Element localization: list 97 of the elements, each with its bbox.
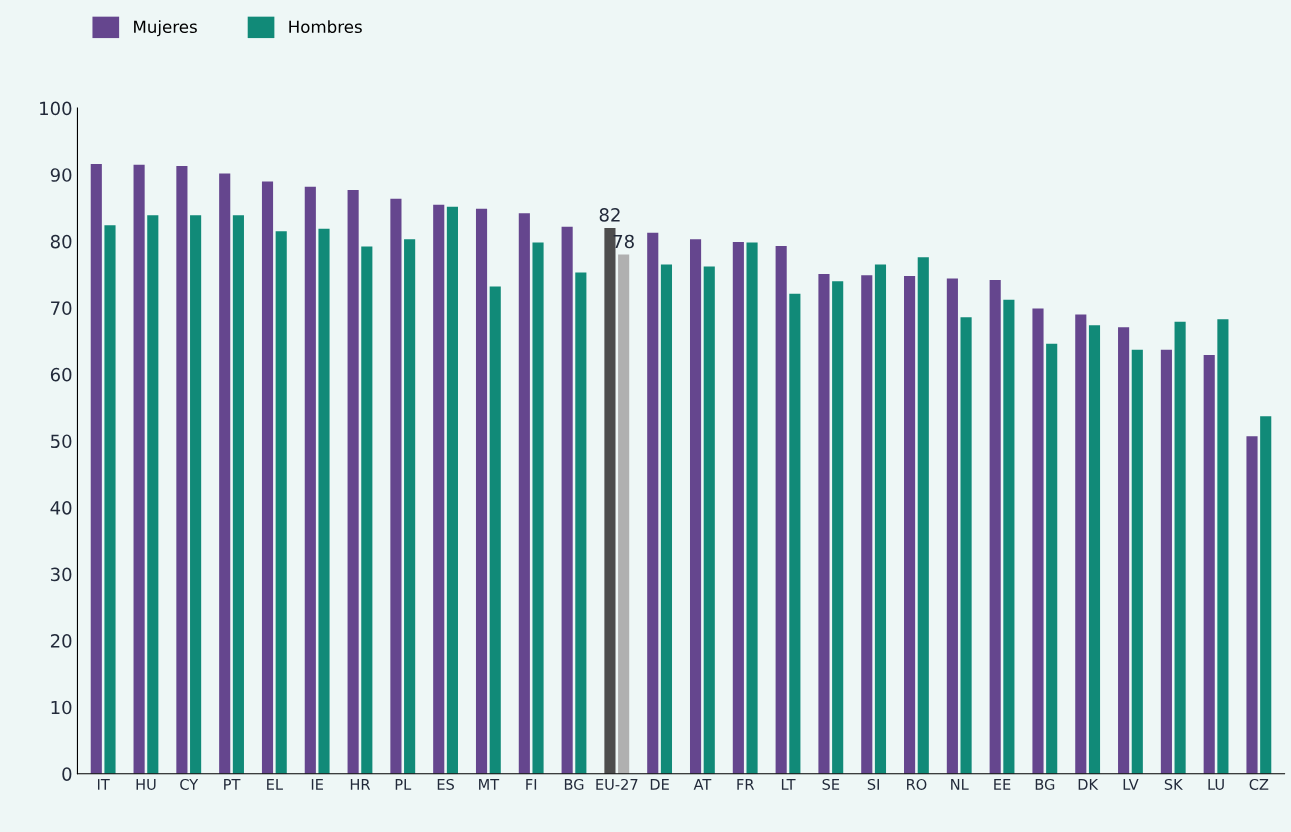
bar (489, 286, 501, 774)
y-tick-label: 100 (40, 101, 72, 116)
bar (917, 257, 929, 774)
x-tick-label: EL (267, 779, 283, 790)
y-tick-label: 50 (51, 434, 72, 449)
x-tick-label: HR (350, 779, 371, 790)
bar (133, 164, 145, 774)
y-tick-label: 70 (51, 301, 72, 315)
bar (874, 264, 887, 774)
x-tick-label: HU (136, 779, 156, 790)
x-tick-label: LU (1208, 779, 1224, 790)
bar (518, 213, 530, 774)
bar (90, 164, 102, 774)
x-tick-label: SK (1164, 778, 1183, 790)
x-tick-label: FR (737, 779, 755, 790)
x-tick-label: SI (867, 778, 879, 790)
x-tick-label: EU-27 (596, 778, 638, 790)
bar (960, 317, 972, 774)
x-tick-label: NL (951, 779, 969, 790)
y-tick-label: 20 (50, 634, 72, 648)
bar (1032, 308, 1044, 774)
x-tick-label: IE (311, 779, 323, 790)
x-tick-label: BG (564, 778, 584, 790)
data-label: 82 (599, 208, 620, 222)
bar (818, 273, 830, 774)
x-tick-label: LT (781, 779, 796, 790)
y-tick-label: 90 (50, 168, 72, 182)
x-tick-label: CY (180, 778, 199, 790)
x-tick-label: LV (1123, 779, 1139, 790)
x-tick-label: PL (395, 779, 412, 790)
bar (1246, 436, 1258, 774)
bar (404, 239, 416, 774)
bar (1118, 327, 1130, 774)
bar (261, 181, 274, 774)
x-tick-label: CZ (1249, 778, 1269, 790)
bar (1260, 416, 1272, 774)
bar (703, 266, 715, 774)
x-tick-label: ES (437, 778, 454, 790)
x-tick-label: EE (994, 779, 1011, 790)
bar (1203, 355, 1215, 774)
bar (618, 254, 630, 774)
bar (904, 275, 916, 774)
bar (1003, 299, 1015, 774)
bar (361, 246, 373, 774)
y-tick-label: 10 (51, 700, 72, 715)
bar (575, 272, 587, 774)
x-tick-label: RO (907, 778, 927, 790)
bar (1046, 343, 1058, 774)
bar (660, 264, 673, 774)
x-tick-label: BG (1035, 778, 1055, 790)
bar (1131, 349, 1143, 774)
x-tick-label: FI (526, 779, 537, 790)
x-tick-label: AT (693, 779, 712, 790)
bar (275, 231, 287, 774)
bar (732, 241, 744, 774)
x-tick-label: DK (1078, 779, 1099, 790)
bar (532, 242, 544, 774)
bar (104, 225, 116, 774)
bar (1075, 314, 1087, 774)
y-tick-label: 60 (50, 367, 72, 382)
x-tick-label: DE (650, 779, 669, 790)
bar (561, 226, 573, 774)
bar (318, 228, 330, 774)
bar (1174, 321, 1186, 774)
bar (775, 245, 787, 774)
x-tick-label: SE (822, 778, 840, 790)
y-tick-label: 40 (50, 500, 72, 515)
bar (1217, 319, 1229, 774)
y-tick-label: 30 (51, 567, 72, 582)
bar (1160, 349, 1172, 774)
bar (832, 281, 844, 774)
bar (219, 173, 231, 774)
bar (989, 279, 1001, 774)
bar (190, 215, 202, 774)
bar (689, 239, 702, 774)
bar (789, 293, 801, 774)
bar (147, 215, 159, 774)
bar (861, 275, 873, 774)
bar (176, 166, 188, 774)
x-tick-label: PT (224, 779, 241, 790)
legend-label: Hombres (289, 20, 362, 34)
bar (232, 215, 244, 774)
x-tick-label: MT (479, 779, 500, 790)
bar (746, 242, 758, 774)
bar (304, 186, 316, 774)
y-tick-label: 80 (50, 234, 72, 249)
bar (475, 208, 488, 774)
legend-label: Mujeres (134, 20, 197, 37)
bar (446, 206, 458, 774)
bar (433, 204, 445, 774)
bar (390, 198, 402, 774)
bar (1088, 325, 1101, 774)
bar (347, 190, 359, 774)
bar (946, 278, 958, 774)
x-tick-label: IT (97, 779, 110, 790)
bar (647, 232, 659, 774)
y-tick-label: 0 (62, 767, 72, 781)
